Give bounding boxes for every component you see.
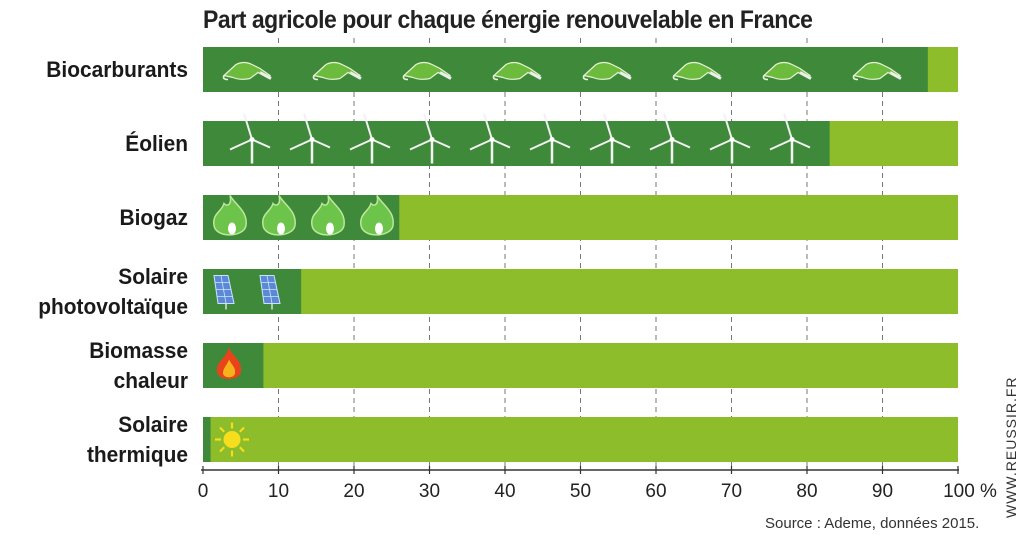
category-label: Solaire thermique (8, 410, 188, 470)
solar-panel-icon (213, 275, 235, 310)
wind-turbine-icon (709, 113, 751, 164)
category-label-line: thermique (86, 441, 188, 467)
wind-turbine-icon (289, 113, 331, 164)
bar-agricultural-share (203, 47, 928, 92)
bar-total (203, 417, 958, 462)
category-label-line: Solaire (118, 411, 188, 437)
category-label: Biomasse chaleur (8, 336, 188, 396)
solar-panel-icon (259, 275, 281, 310)
x-tick-label: 100 % (943, 481, 997, 502)
wind-turbine-icon (229, 113, 271, 164)
bar-total (203, 343, 958, 388)
biogas-flame-icon (360, 195, 394, 236)
category-label-line: Biogaz (119, 204, 188, 230)
fuel-pump-icon (492, 61, 542, 81)
sun-icon (215, 422, 249, 457)
category-label: Éolien (8, 129, 188, 159)
category-label: Biocarburants (8, 55, 189, 85)
fuel-pump-icon (762, 61, 812, 81)
fire-icon (216, 347, 242, 379)
chart-title: Part agricole pour chaque énergie renouv… (203, 6, 813, 34)
category-label-line: Solaire (118, 263, 188, 289)
x-tick-label: 40 (494, 481, 516, 502)
x-tick-label: 10 (267, 481, 290, 502)
x-tick-label: 20 (343, 481, 365, 502)
wind-turbine-icon (589, 113, 631, 164)
category-label-line: photovoltaïque (38, 293, 188, 319)
bar-total (203, 269, 958, 314)
wind-turbine-icon (469, 113, 511, 164)
fuel-pump-icon (852, 61, 902, 81)
category-label: Biogaz (8, 203, 188, 233)
x-tick-label: 30 (418, 481, 441, 502)
x-tick-label: 0 (197, 481, 209, 502)
fuel-pump-icon (582, 61, 632, 81)
bar-icons (213, 61, 902, 457)
wind-turbine-icon (409, 113, 451, 164)
wind-turbine-icon (649, 113, 691, 164)
category-label-line: Éolien (125, 130, 188, 156)
x-tick-label: 90 (871, 481, 894, 502)
x-axis-tick-marks (202, 466, 959, 474)
category-label-line: Biocarburants (46, 56, 189, 82)
wind-turbine-icon (769, 113, 811, 164)
fuel-pump-icon (672, 61, 722, 81)
category-label-line: chaleur (113, 367, 188, 393)
biogas-flame-icon (213, 195, 247, 236)
x-tick-label: 80 (796, 481, 818, 502)
fuel-pump-icon (222, 61, 272, 81)
x-tick-label: 70 (720, 481, 743, 502)
x-tick-label: 60 (645, 481, 667, 502)
bar-agricultural-share (203, 121, 830, 166)
bar-agricultural-share (203, 417, 211, 462)
fuel-pump-icon (402, 61, 452, 81)
biogas-flame-icon (262, 195, 296, 236)
grid-lines (278, 38, 883, 470)
x-tick-label: 50 (569, 481, 592, 502)
wind-turbine-icon (529, 113, 571, 164)
source-note: Source : Ademe, données 2015. (765, 515, 980, 532)
watermark: WWW.REUSSIR.FR (1003, 376, 1019, 518)
category-label-line: Biomasse (89, 337, 188, 363)
wind-turbine-icon (349, 113, 391, 164)
biogas-flame-icon (311, 195, 345, 236)
category-label: Solaire photovoltaïque (8, 262, 188, 322)
fuel-pump-icon (312, 61, 362, 81)
